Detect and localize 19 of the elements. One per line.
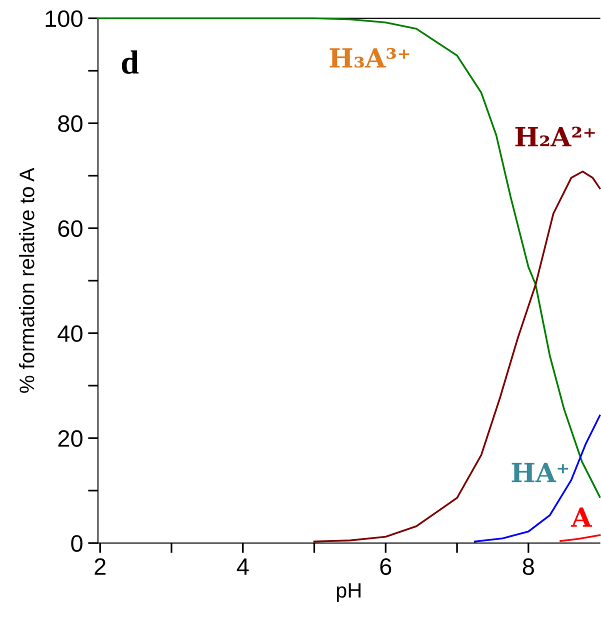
line-series (474, 414, 601, 542)
y-tick-label: 0 (71, 535, 82, 552)
line-series (313, 170, 601, 542)
x-tick-label: 2 (94, 558, 106, 575)
x-tick-label: 4 (236, 558, 249, 575)
y-tick-label: 40 (58, 325, 82, 342)
series-label: H₃A³⁺ (330, 48, 410, 68)
series-label: A (571, 507, 592, 527)
series-label: HA⁺ (512, 462, 568, 482)
x-axis-title: pH (336, 583, 360, 602)
x-tick-label: 6 (380, 558, 392, 575)
y-tick-label: 80 (58, 115, 82, 132)
annotation: d (122, 50, 139, 74)
y-axis-title: % formation relative to A (19, 168, 34, 393)
y-tick-label: 60 (58, 220, 82, 237)
series-label: H₂A²⁺ (515, 126, 595, 146)
x-tick-label: 8 (522, 558, 534, 575)
y-tick-label: 20 (58, 430, 82, 447)
y-tick-label: 100 (46, 10, 82, 28)
